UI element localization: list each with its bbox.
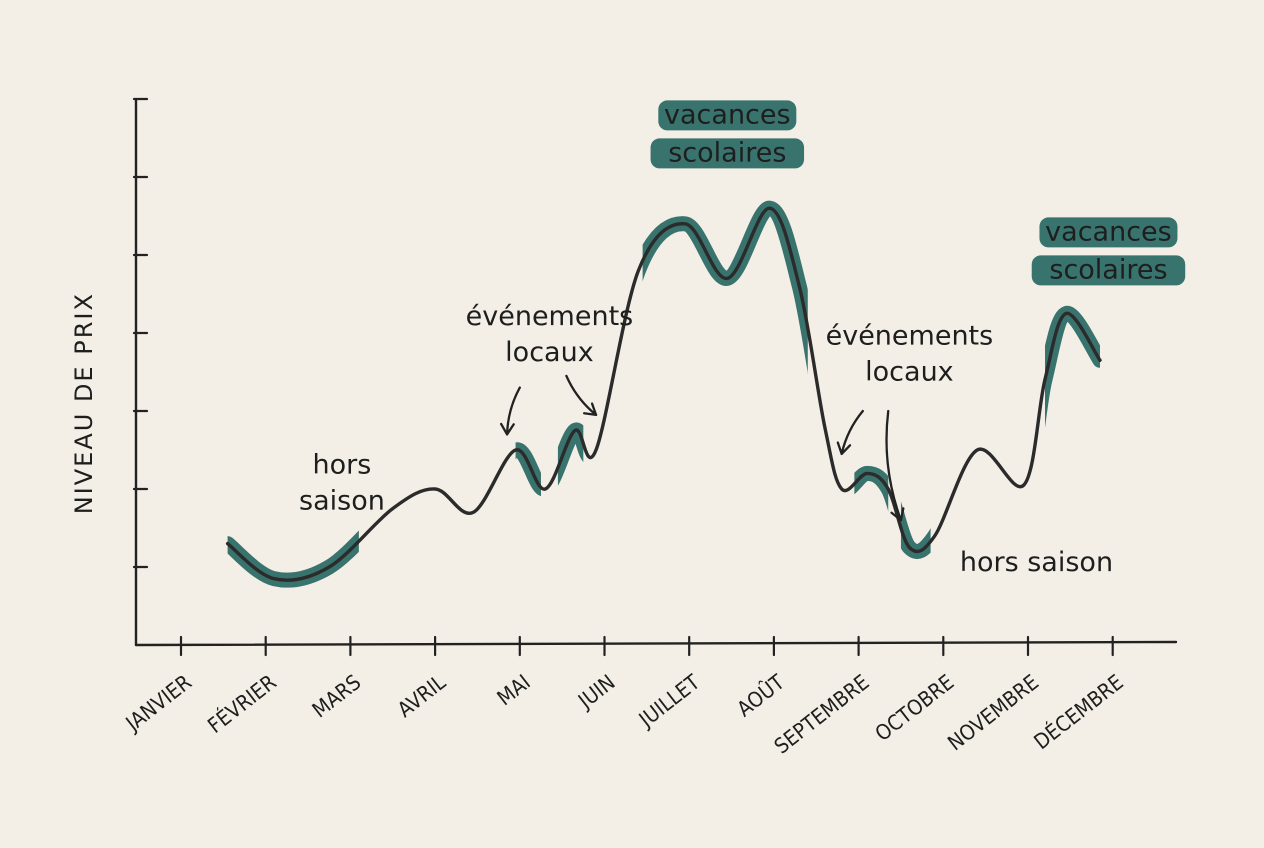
annotation-text: locaux bbox=[865, 357, 954, 388]
highlight-segment bbox=[1044, 306, 1100, 429]
annotation-arrow bbox=[885, 409, 905, 522]
x-tick-label: JUIN bbox=[573, 670, 619, 714]
badge-label: scolaires bbox=[668, 137, 786, 168]
annotation-arrows bbox=[499, 374, 905, 522]
x-tick-label: AVRIL bbox=[393, 670, 450, 722]
annotation-text: saison bbox=[299, 485, 385, 516]
highlight-segment bbox=[854, 465, 889, 512]
badge-background bbox=[1039, 217, 1178, 248]
x-tick-label: JANVIER bbox=[121, 670, 196, 736]
price-series bbox=[225, 206, 1102, 582]
annotation-text: locaux bbox=[505, 337, 594, 368]
badge-background bbox=[1031, 255, 1186, 286]
annotation-text: hors saison bbox=[960, 547, 1113, 578]
annotations: hors saison événements locaux événements loca… bbox=[299, 301, 1113, 578]
highlight-segment bbox=[227, 530, 359, 588]
annotation-text: hors bbox=[313, 449, 372, 480]
x-tick-label: SEPTEMBRE bbox=[770, 670, 874, 759]
annotation-evenements-2: événements locaux bbox=[826, 321, 994, 388]
annotation-evenements-1: événements locaux bbox=[466, 301, 634, 368]
x-tick-label: MAI bbox=[493, 670, 535, 710]
axes bbox=[134, 98, 1178, 647]
x-tick-label: DÉCEMBRE bbox=[1029, 669, 1128, 754]
badge-label: vacances bbox=[664, 99, 791, 130]
x-tick-label: NOVEMBRE bbox=[943, 670, 1043, 755]
x-tick-label: MARS bbox=[308, 670, 366, 722]
badge-label: vacances bbox=[1045, 216, 1172, 247]
highlight-segment bbox=[900, 501, 931, 559]
x-tick-label: FÉVRIER bbox=[203, 669, 281, 738]
annotation-arrow bbox=[565, 374, 598, 417]
highlight-segment bbox=[642, 200, 808, 374]
y-axis-label: NIVEAU DE PRIX bbox=[70, 292, 98, 514]
x-tick-label: JUILLET bbox=[634, 670, 705, 733]
highlight-layer bbox=[227, 200, 1100, 588]
highlight-segment bbox=[557, 422, 584, 486]
highlight-segment bbox=[515, 442, 541, 496]
annotation-text: événements bbox=[826, 321, 994, 352]
annotation-arrow bbox=[836, 409, 864, 456]
badge-vacances-ete: vacances scolaires bbox=[650, 99, 805, 169]
x-axis-line bbox=[134, 640, 1178, 647]
x-ticks: JANVIER FÉVRIER MARS AVRIL MAI JUIN JUILLET AOÛ… bbox=[121, 635, 1128, 759]
y-ticks bbox=[132, 97, 149, 569]
badge-background bbox=[658, 100, 797, 131]
price-curve bbox=[225, 206, 1102, 582]
badge-label: scolaires bbox=[1049, 254, 1167, 285]
x-tick-label: AOÛT bbox=[732, 669, 789, 721]
annotation-arrow bbox=[499, 386, 521, 436]
badges: vacances scolaires vacances scolaires bbox=[650, 99, 1186, 286]
annotation-hors-saison-1: hors saison bbox=[299, 449, 385, 516]
annotation-hors-saison-2: hors saison bbox=[960, 547, 1113, 578]
badge-background bbox=[650, 138, 805, 169]
badge-vacances-hiver: vacances scolaires bbox=[1031, 216, 1186, 286]
annotation-text: événements bbox=[466, 301, 634, 332]
